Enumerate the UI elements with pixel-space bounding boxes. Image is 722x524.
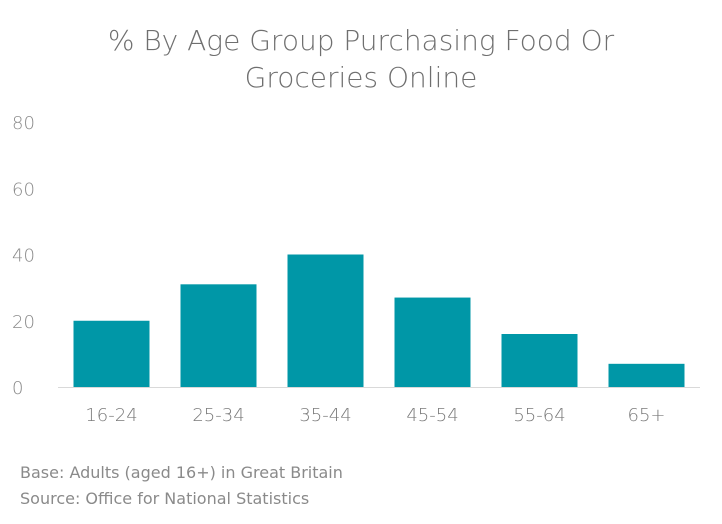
y-axis-ticks: 0 20 40 60 80: [12, 113, 35, 399]
x-tick-label: 45-54: [406, 405, 458, 426]
chart-title: % By Age Group Purchasing Food Or Grocer…: [0, 22, 722, 96]
source-note: Source: Office for National Statistics: [20, 489, 310, 508]
base-note: Base: Adults (aged 16+) in Great Britain: [20, 463, 343, 482]
x-tick-label: 55-64: [513, 405, 565, 426]
bar-25-34: [180, 284, 257, 387]
y-tick-label: 0: [12, 378, 23, 399]
bar-55-64: [501, 334, 578, 387]
x-tick-label: 16-24: [85, 405, 137, 426]
chart-title-line-1: % By Age Group Purchasing Food Or: [107, 24, 615, 57]
bars: [73, 254, 685, 387]
x-axis-ticks: 16-24 25-34 35-44 45-54 55-64 65+: [85, 405, 665, 426]
x-tick-label: 25-34: [192, 405, 244, 426]
bar-35-44: [287, 254, 364, 387]
bar-16-24: [73, 320, 150, 387]
x-tick-label: 35-44: [299, 405, 351, 426]
y-tick-label: 20: [12, 312, 35, 333]
footnotes: Base: Adults (aged 16+) in Great Britain…: [20, 460, 343, 512]
chart-title-line-2: Groceries Online: [244, 61, 478, 94]
bar-65+: [608, 363, 685, 387]
x-tick-label: 65+: [628, 405, 666, 426]
y-tick-label: 40: [12, 246, 35, 267]
bar-45-54: [394, 297, 471, 387]
y-tick-label: 60: [12, 179, 35, 200]
y-tick-label: 80: [12, 113, 35, 134]
